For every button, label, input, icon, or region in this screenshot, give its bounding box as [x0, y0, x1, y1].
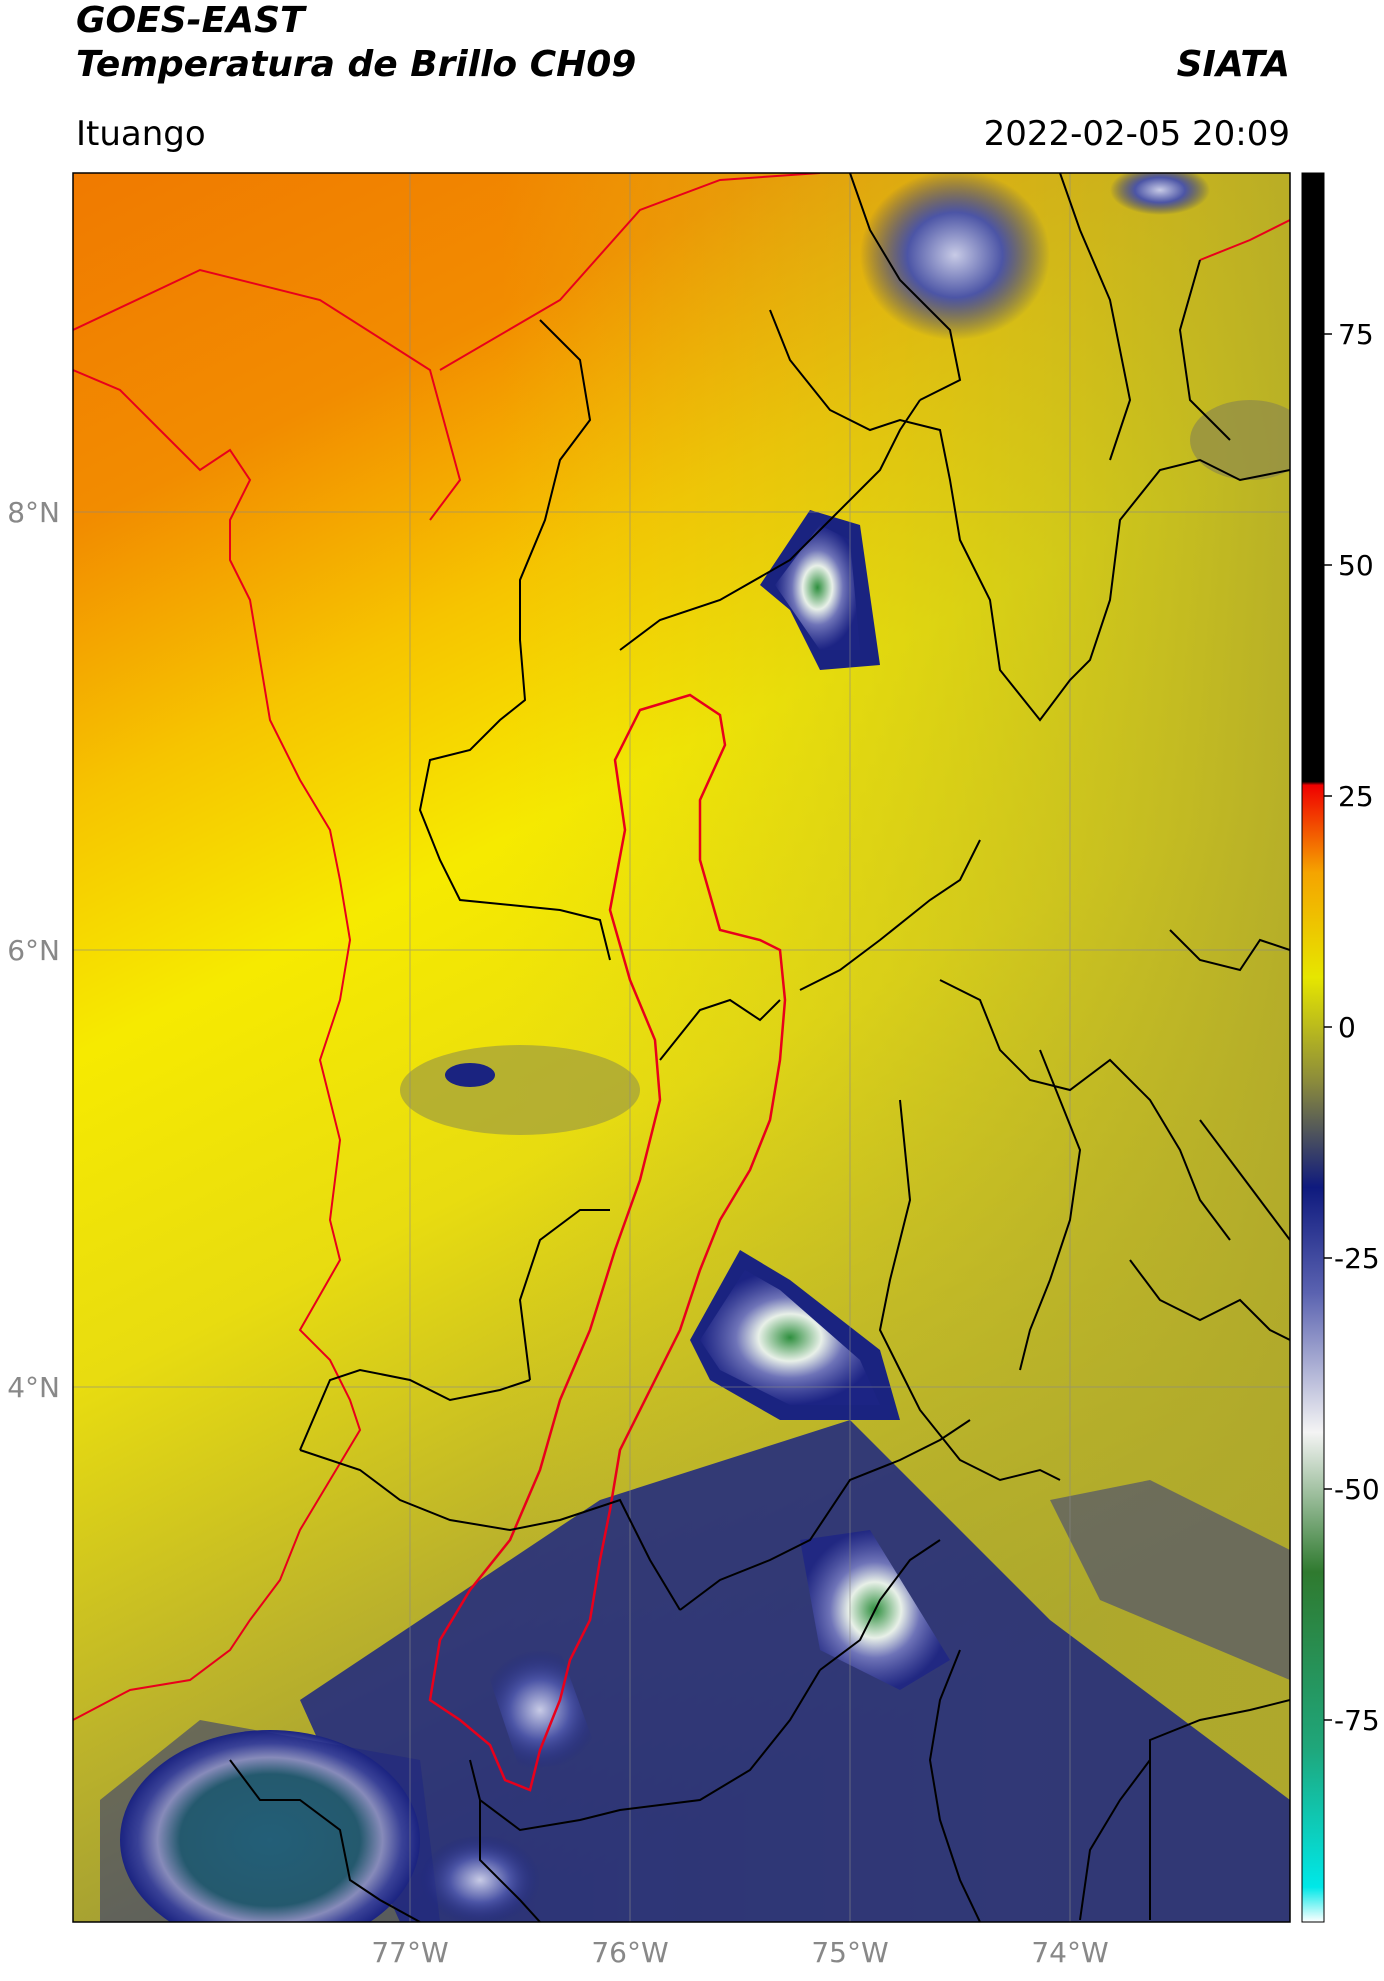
lat-tick-label: 6°N	[7, 934, 60, 967]
colorbar-tick-label: -25	[1334, 1242, 1380, 1275]
colorbar-tick-label: 50	[1338, 549, 1374, 582]
graticule	[73, 173, 1290, 1922]
colorbar-tick-label: 0	[1338, 1011, 1356, 1044]
datetime-label: 2022-02-05 20:09	[983, 114, 1290, 154]
product-title: Temperatura de Brillo CH09	[76, 44, 637, 85]
colorbar-tick-label: -50	[1334, 1473, 1380, 1506]
colorbar-tick-label: 75	[1338, 318, 1374, 351]
location-label: Ituango	[76, 114, 206, 154]
lon-tick-label: 74°W	[1031, 1936, 1108, 1969]
colorbar: 75 50 25 0 -25 -50 -75	[1301, 172, 1380, 1923]
basin-outline	[428, 693, 787, 1792]
cloud-cluster-center	[700, 1270, 880, 1405]
lat-tick-label: 4°N	[7, 1371, 60, 1404]
colorbar-tick-label: -75	[1334, 1704, 1380, 1737]
lon-tick-label: 77°W	[371, 1936, 448, 1969]
cloud-cluster-urabá	[775, 525, 860, 650]
agency-label: SIATA	[1176, 44, 1290, 85]
lon-tick-label: 75°W	[811, 1936, 888, 1969]
colorbar-tick-label: 25	[1338, 780, 1374, 813]
admin-borders	[229, 173, 1290, 1922]
lon-tick-label: 76°W	[591, 1936, 668, 1969]
map-frame	[72, 172, 1291, 1923]
map-field	[73, 173, 1290, 1922]
coastline	[73, 369, 362, 1721]
lat-tick-label: 8°N	[7, 496, 60, 529]
satellite-title: GOES-EAST	[76, 0, 305, 41]
cloud-cluster-north	[860, 173, 1050, 340]
